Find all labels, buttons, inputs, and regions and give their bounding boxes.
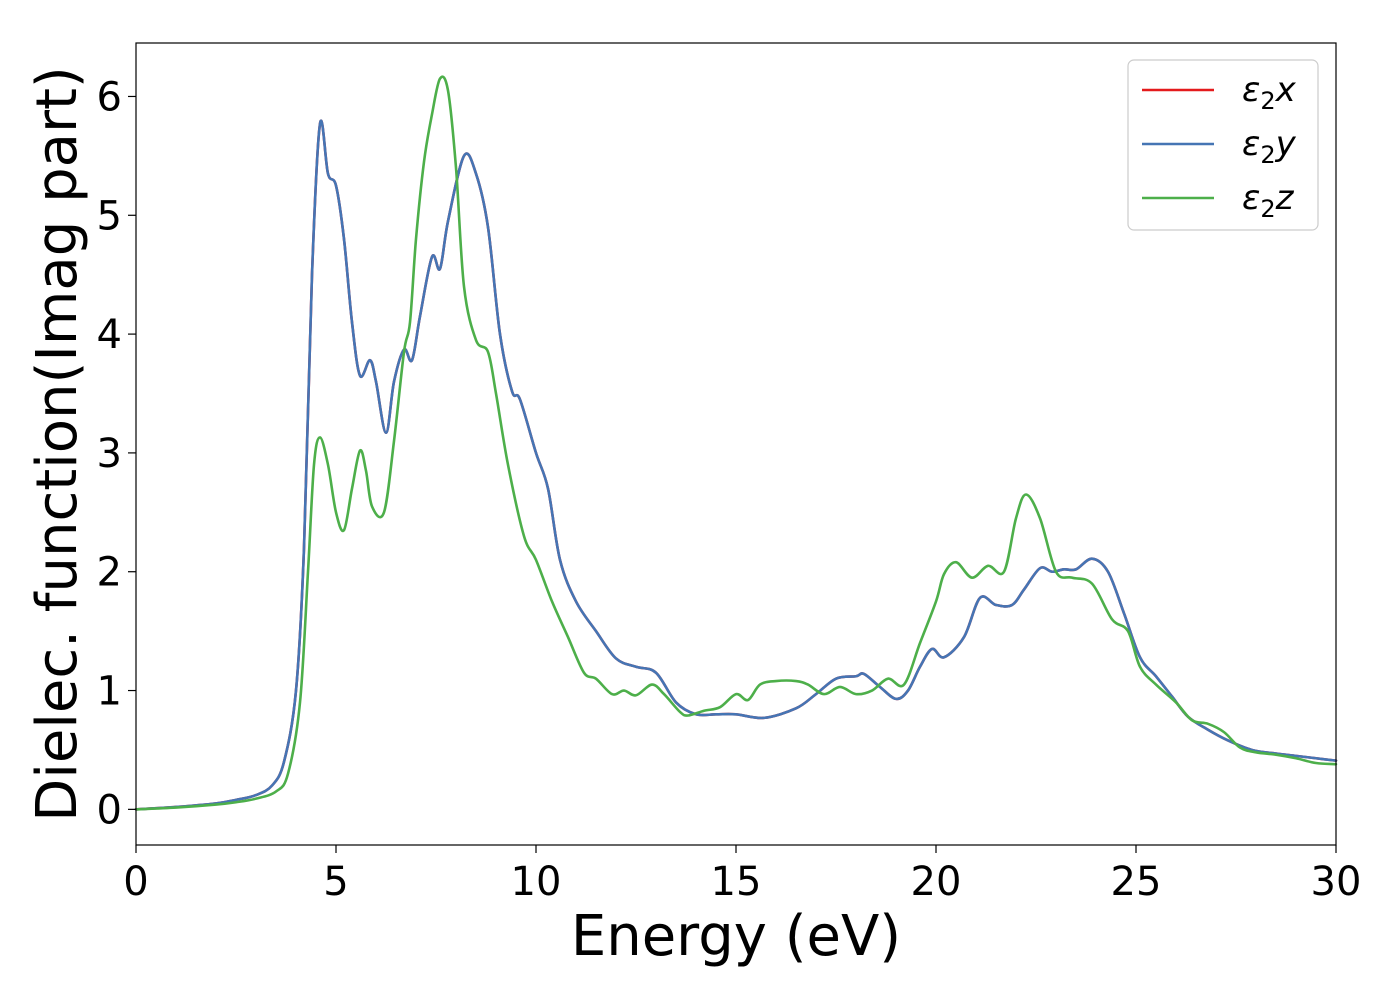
x-axis-label: Energy (eV) (571, 904, 901, 969)
x-tick-label: 0 (123, 859, 148, 905)
x-tick-label: 30 (1311, 859, 1362, 905)
y-axis-ticks: 0 1 2 3 4 5 6 (97, 74, 136, 833)
legend-label-z: ε2z (1242, 178, 1295, 223)
y-tick-label: 5 (97, 193, 122, 239)
y-tick-label: 1 (97, 669, 122, 715)
legend-box (1127, 59, 1319, 231)
y-axis-label: Dielec. function(Imag part) (25, 66, 90, 822)
series-layer (134, 75, 1338, 811)
x-tick-label: 10 (511, 859, 562, 905)
x-tick-label: 20 (911, 859, 962, 905)
y-tick-label: 0 (97, 787, 122, 833)
x-axis-ticks: 0 5 10 15 20 25 30 (123, 845, 1361, 905)
legend: ε2x ε2y ε2z (1127, 59, 1319, 231)
legend-label-x: ε2x (1242, 70, 1297, 115)
series-line-y (134, 119, 1338, 811)
x-tick-label: 25 (1111, 859, 1162, 905)
x-tick-label: 5 (323, 859, 348, 905)
y-tick-label: 2 (97, 550, 122, 596)
y-tick-label: 6 (97, 74, 122, 120)
y-tick-label: 3 (97, 431, 122, 477)
legend-label-y: ε2y (1242, 124, 1297, 169)
series-line-z (134, 75, 1338, 811)
x-tick-label: 15 (711, 859, 762, 905)
y-tick-label: 4 (97, 312, 122, 358)
